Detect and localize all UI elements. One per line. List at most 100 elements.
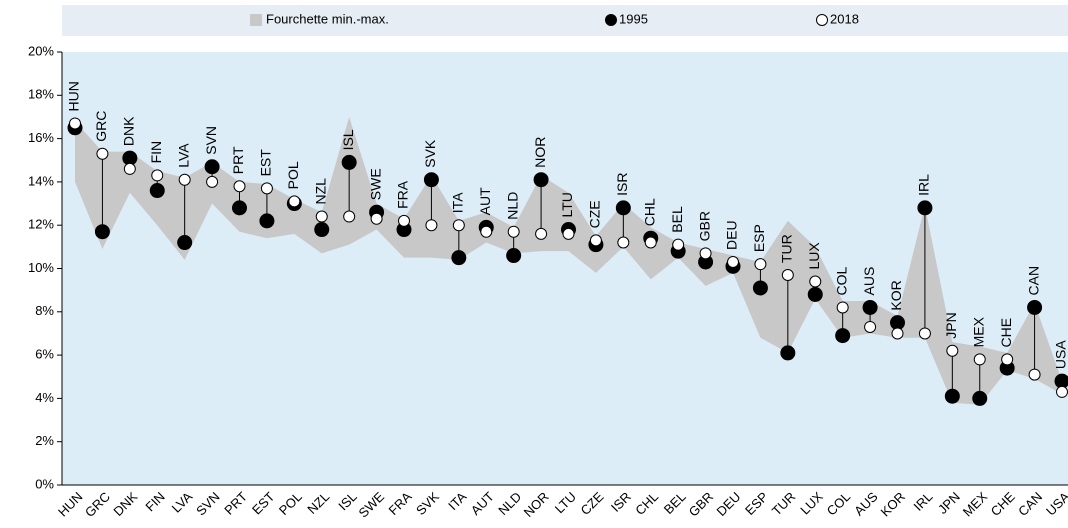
point-label: FRA <box>395 180 411 209</box>
x-tick-label: LVA <box>169 489 196 516</box>
dot-1995 <box>204 159 220 175</box>
x-tick-label: USA <box>1043 489 1068 519</box>
x-tick-label: NZL <box>304 489 332 517</box>
point-label: PRT <box>230 146 246 174</box>
point-label: DNK <box>121 116 137 146</box>
x-tick-label: SWE <box>356 489 388 521</box>
dot-2018 <box>809 275 822 288</box>
dot-2018 <box>452 219 465 232</box>
y-tick-label: 8% <box>35 303 54 318</box>
dot-1995 <box>807 286 823 302</box>
point-label: ITA <box>450 192 466 213</box>
point-label: FIN <box>148 141 164 164</box>
x-tick-label: LUX <box>797 489 826 518</box>
x-tick-label: MEX <box>960 489 991 520</box>
dot-2018 <box>836 301 849 314</box>
x-tick-label: FRA <box>386 489 415 518</box>
y-tick-label: 14% <box>28 173 54 188</box>
legend-label: 1995 <box>619 11 648 26</box>
dot-2018 <box>123 162 136 175</box>
dot-1995 <box>752 280 768 296</box>
dot-2018 <box>343 210 356 223</box>
dot-1995 <box>177 235 193 251</box>
point-label: LVA <box>175 143 191 168</box>
dot-2018 <box>699 247 712 260</box>
x-tick-label: BEL <box>661 489 689 517</box>
legend-background <box>62 5 1068 36</box>
point-label: CAN <box>1025 266 1041 296</box>
point-label: KOR <box>888 280 904 310</box>
dot-1995 <box>259 213 275 229</box>
dot-2018 <box>918 327 931 340</box>
point-label: HUN <box>66 81 82 111</box>
x-tick-label: CHE <box>988 489 1018 519</box>
dot-2018 <box>151 169 164 182</box>
y-tick-label: 4% <box>35 390 54 405</box>
y-tick-label: 0% <box>35 476 54 491</box>
legend-marker <box>605 14 617 26</box>
dot-2018 <box>1001 353 1014 366</box>
x-tick-label: EST <box>249 489 278 518</box>
point-label: AUT <box>477 187 493 215</box>
point-label: BEL <box>669 206 685 233</box>
dot-1995 <box>1027 299 1043 315</box>
point-label: AUS <box>861 267 877 296</box>
y-tick-label: 20% <box>28 43 54 58</box>
y-tick-label: 6% <box>35 347 54 362</box>
x-tick-label: LTU <box>552 489 579 516</box>
x-tick-label: GBR <box>686 489 717 520</box>
dot-2018 <box>425 219 438 232</box>
legend-label: 2018 <box>830 11 859 26</box>
dot-2018 <box>562 227 575 240</box>
x-tick-label: TUR <box>769 489 798 518</box>
x-tick-label: CAN <box>1015 489 1045 519</box>
point-label: COL <box>833 266 849 295</box>
dot-2018 <box>1028 368 1041 381</box>
x-tick-label: COL <box>824 489 854 519</box>
dot-2018 <box>507 225 520 238</box>
dot-1995 <box>862 299 878 315</box>
dot-2018 <box>946 344 959 357</box>
point-label: GRC <box>93 111 109 142</box>
legend-marker <box>816 14 828 26</box>
x-tick-label: CZE <box>577 489 606 518</box>
x-tick-label: ESP <box>742 489 771 518</box>
dot-1995 <box>506 248 522 264</box>
y-tick-label: 12% <box>28 217 54 232</box>
dot-1995 <box>615 200 631 216</box>
point-label: CHE <box>998 318 1014 348</box>
plot-background <box>62 52 1068 485</box>
x-tick-label: NLD <box>495 489 524 518</box>
dot-1995 <box>835 328 851 344</box>
x-tick-label: FIN <box>142 489 167 514</box>
point-label: TUR <box>779 234 795 263</box>
x-tick-label: AUT <box>468 489 497 518</box>
dot-1995 <box>917 200 933 216</box>
range-band <box>75 116 1062 405</box>
dot-1995 <box>232 200 247 216</box>
x-tick-label: ISR <box>608 489 634 515</box>
point-label: ESP <box>751 224 767 252</box>
dot-2018 <box>370 212 383 225</box>
dot-1995 <box>94 224 110 240</box>
dot-2018 <box>891 327 904 340</box>
dot-2018 <box>206 175 219 188</box>
dot-2018 <box>69 117 81 130</box>
dot-1995 <box>423 172 439 188</box>
dot-1995 <box>341 154 357 170</box>
x-tick-label: JPN <box>935 489 963 517</box>
point-label: NOR <box>532 137 548 168</box>
dot-2018 <box>315 210 328 223</box>
x-tick-label: IRL <box>911 489 936 514</box>
dot-2018 <box>288 195 301 208</box>
dot-2018 <box>589 234 602 247</box>
dot-2018 <box>617 236 630 249</box>
point-label: ISR <box>614 173 630 196</box>
point-label: GBR <box>696 211 712 241</box>
legend-swatch <box>250 14 262 26</box>
point-label: POL <box>285 161 301 189</box>
x-tick-label: DEU <box>714 489 744 519</box>
point-label: LUX <box>806 242 822 270</box>
y-tick-label: 18% <box>28 87 54 102</box>
